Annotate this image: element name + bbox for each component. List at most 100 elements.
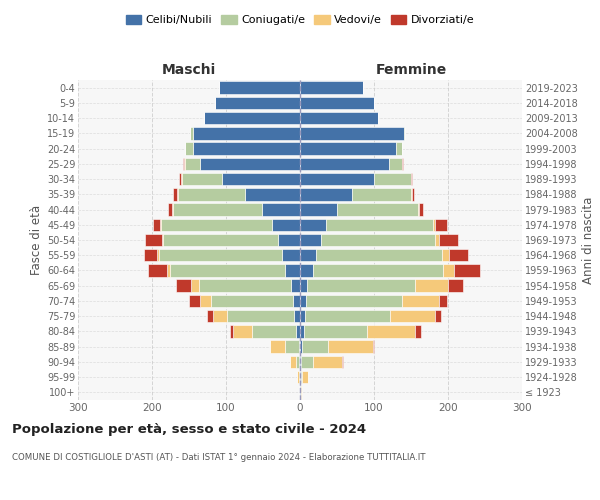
Bar <box>285 264 300 276</box>
Bar <box>300 142 396 155</box>
Bar <box>176 280 191 292</box>
Bar <box>305 310 390 322</box>
Y-axis label: Anni di nascita: Anni di nascita <box>582 196 595 284</box>
Bar <box>200 294 211 307</box>
Bar <box>300 294 306 307</box>
Bar <box>300 371 301 384</box>
Bar <box>442 249 449 262</box>
Bar <box>157 249 160 262</box>
Bar <box>316 249 442 262</box>
Bar <box>200 158 300 170</box>
Bar <box>185 158 200 170</box>
Bar <box>223 173 300 186</box>
Bar <box>307 280 415 292</box>
Bar <box>191 280 199 292</box>
Bar <box>245 188 300 200</box>
Bar <box>367 325 415 338</box>
Bar <box>184 158 185 170</box>
Bar <box>300 325 304 338</box>
Bar <box>300 112 378 124</box>
Bar <box>271 340 285 353</box>
Bar <box>269 340 271 353</box>
Bar <box>374 173 411 186</box>
Bar <box>300 340 302 353</box>
Bar <box>215 96 300 109</box>
Bar <box>300 82 363 94</box>
Bar <box>262 204 300 216</box>
Bar <box>439 294 446 307</box>
Bar <box>352 188 411 200</box>
Bar <box>443 264 454 276</box>
Bar <box>411 173 412 186</box>
Bar <box>300 218 326 231</box>
Bar <box>185 142 193 155</box>
Bar <box>173 204 262 216</box>
Bar <box>300 204 337 216</box>
Text: Popolazione per età, sesso e stato civile - 2024: Popolazione per età, sesso e stato civil… <box>12 422 366 436</box>
Text: Maschi: Maschi <box>162 64 216 78</box>
Bar <box>144 249 157 262</box>
Bar <box>337 204 418 216</box>
Bar <box>252 325 296 338</box>
Bar <box>300 280 307 292</box>
Bar <box>433 218 436 231</box>
Bar <box>389 158 402 170</box>
Bar <box>404 127 405 140</box>
Bar <box>204 112 300 124</box>
Bar <box>328 340 373 353</box>
Bar <box>193 142 300 155</box>
Bar <box>321 234 436 246</box>
Bar <box>293 294 300 307</box>
Bar <box>218 82 300 94</box>
Bar <box>294 310 300 322</box>
Bar <box>281 249 300 262</box>
Bar <box>402 294 439 307</box>
Bar <box>313 356 342 368</box>
Bar <box>300 173 374 186</box>
Bar <box>449 249 468 262</box>
Bar <box>177 188 178 200</box>
Bar <box>300 188 352 200</box>
Bar <box>153 218 160 231</box>
Bar <box>436 234 439 246</box>
Bar <box>285 340 299 353</box>
Bar <box>454 264 480 276</box>
Bar <box>291 280 300 292</box>
Bar <box>172 204 173 216</box>
Text: Femmine: Femmine <box>376 64 446 78</box>
Bar <box>170 264 285 276</box>
Bar <box>434 310 440 322</box>
Bar <box>302 371 308 384</box>
Bar <box>182 173 223 186</box>
Bar <box>212 310 227 322</box>
Bar <box>306 294 402 307</box>
Bar <box>178 188 245 200</box>
Bar <box>301 386 302 398</box>
Bar <box>179 173 181 186</box>
Bar <box>300 264 313 276</box>
Bar <box>390 310 434 322</box>
Bar <box>302 340 328 353</box>
Bar <box>148 264 167 276</box>
Bar <box>227 310 294 322</box>
Bar <box>373 340 374 353</box>
Bar <box>161 234 163 246</box>
Bar <box>304 325 367 338</box>
Bar <box>301 356 313 368</box>
Legend: Celibi/Nubili, Coniugati/e, Vedovi/e, Divorziati/e: Celibi/Nubili, Coniugati/e, Vedovi/e, Di… <box>121 10 479 30</box>
Bar <box>299 356 300 368</box>
Bar <box>419 204 423 216</box>
Bar <box>145 234 161 246</box>
Bar <box>300 96 374 109</box>
Bar <box>300 127 404 140</box>
Bar <box>411 188 412 200</box>
Bar <box>313 264 443 276</box>
Bar <box>207 310 212 322</box>
Bar <box>290 356 296 368</box>
Bar <box>193 127 300 140</box>
Y-axis label: Fasce di età: Fasce di età <box>29 205 43 275</box>
Bar <box>160 249 281 262</box>
Bar <box>272 218 300 231</box>
Bar <box>211 294 293 307</box>
Bar <box>326 218 433 231</box>
